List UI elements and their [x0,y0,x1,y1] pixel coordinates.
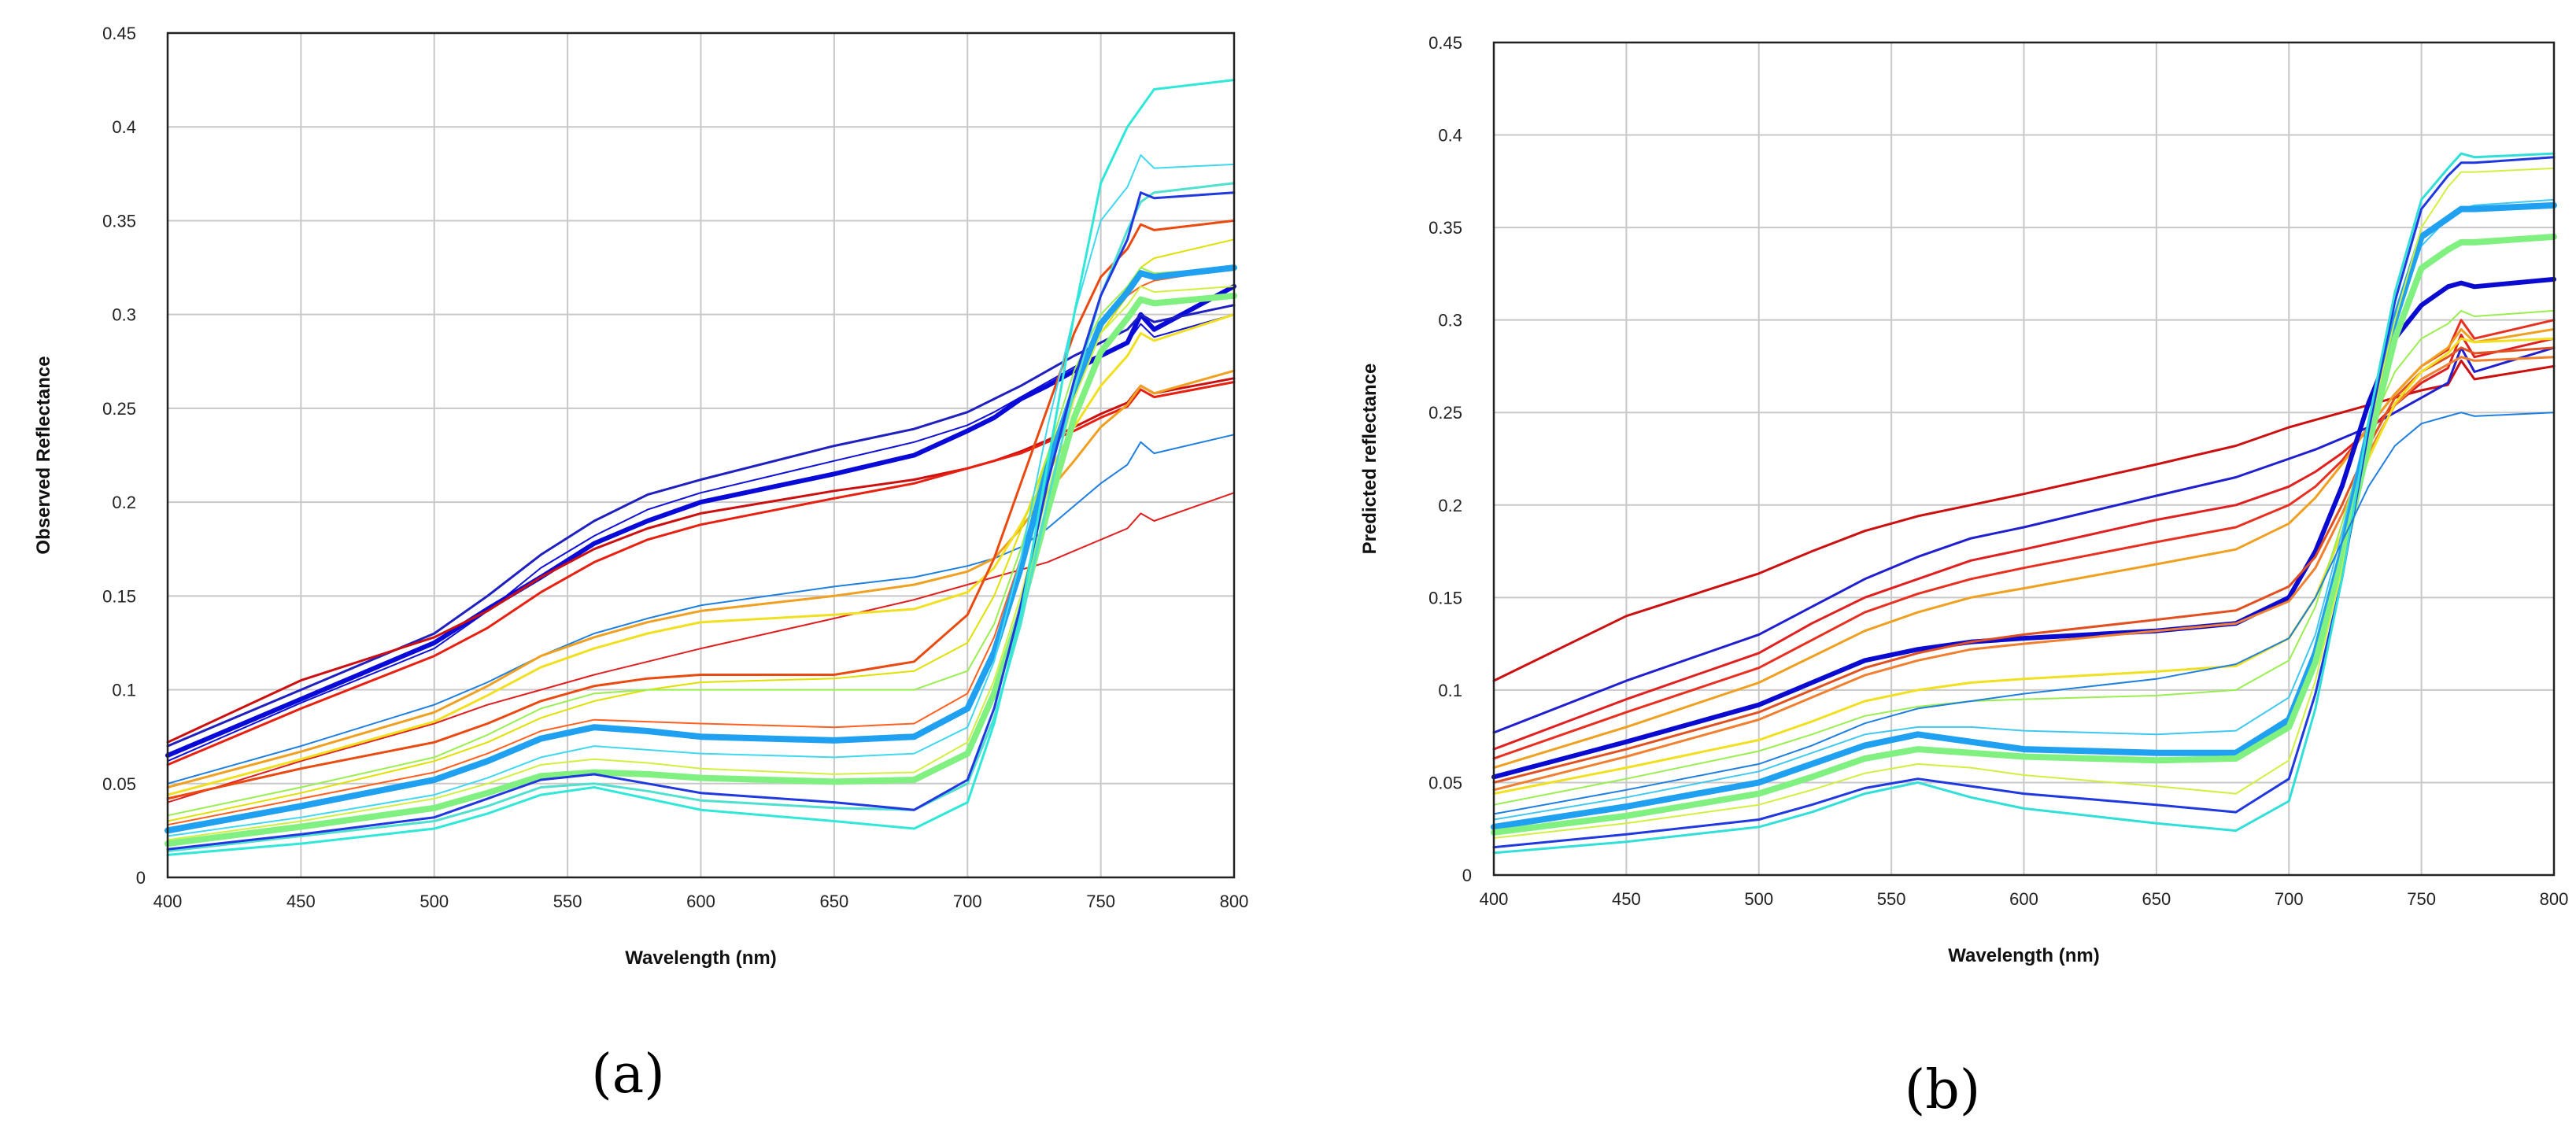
series-line-b9 [1492,337,2556,796]
series-line-b2 [1492,346,2556,734]
y-tick-label: 0.15 [102,586,136,606]
series-line-a18 [166,182,1236,853]
series-line-b8 [1492,356,2556,792]
y-axis-label: Predicted reflectance [1359,364,1380,555]
series-line-a7 [167,434,1235,785]
y-tick-label: 0.1 [1438,681,1462,700]
series-line-b17 [1493,412,2555,815]
y-tick-label: 0.3 [1438,311,1462,331]
y-tick-label: 0.25 [102,399,136,419]
series-line-b5 [1492,327,2556,770]
y-tick-label: 0.25 [1428,403,1462,423]
y-tick-label: 0.4 [1438,126,1462,146]
series-line-b6 [1491,276,2556,780]
series-line-a8 [166,369,1236,788]
series-line-a12 [167,267,1235,817]
x-tick-label: 650 [2142,889,2171,909]
x-tick-label: 650 [820,892,849,911]
chart-predicted-reflectance: 400 450 500 550 600 650 700 750 800 0 0.05 0.1 0.15 0… [1359,33,2568,966]
y-tick-label: 0.1 [112,681,136,700]
x-tick-label: 750 [2407,889,2436,909]
y-tick-label: 0.15 [1428,588,1462,607]
series-line-b13 [1491,233,2557,836]
series-line-b15 [1492,156,2556,849]
x-tick-label: 450 [1612,889,1641,909]
y-tick-label: 0.35 [1428,218,1462,238]
chart-observed-reflectance: 400 450 500 550 600 650 700 750 800 0 0.05 0.1 0.15 0… [33,24,1248,969]
x-axis-label: Wavelength (nm) [625,947,776,969]
x-tick-label: 400 [153,892,183,911]
panel-label-b: (b) [1905,1059,1981,1121]
series-line-a6 [167,492,1235,803]
series-line-b7 [1492,346,2556,784]
x-tick-label: 800 [2540,889,2569,909]
x-tick-label: 450 [286,892,316,911]
series-line-a9 [166,313,1236,796]
series-line-b14 [1493,167,2555,839]
y-tick-label: 0 [1462,866,1472,885]
y-tick-label: 0.2 [1438,496,1462,515]
series-line-b16 [1492,152,2556,855]
series-line-b3 [1492,334,2556,751]
y-tick-label: 0.3 [112,305,136,325]
series-line-b4 [1492,319,2556,760]
y-tick-label: 0.05 [1428,773,1462,792]
series-line-a15 [167,154,1235,837]
series-line-a16 [167,285,1235,841]
series-line-a20 [166,79,1236,856]
series-line-a14 [164,264,1237,834]
x-tick-label: 400 [1480,889,1509,909]
series-line-a11 [166,219,1236,800]
y-tick-label: 0.2 [112,493,136,512]
x-tick-label: 700 [2275,889,2304,909]
y-axis-label: Observed Reflectance [33,356,54,554]
series-line-b12 [1491,201,2557,830]
x-tick-label: 600 [2009,889,2038,909]
y-tick-label: 0.45 [1428,33,1462,53]
panel-label-a: (a) [591,1043,665,1106]
x-axis-label: Wavelength (nm) [1948,945,2099,966]
x-tick-label: 800 [1220,892,1249,911]
series-line-a2 [165,283,1236,758]
y-tick-label: 0.45 [102,24,136,43]
x-tick-label: 600 [686,892,715,911]
plot-frame [1492,41,2556,877]
y-tick-label: 0 [136,868,146,888]
y-tick-label: 0.4 [112,117,136,137]
x-tick-label: 550 [553,892,582,911]
x-tick-label: 750 [1086,892,1115,911]
x-tick-label: 550 [1877,889,1906,909]
series-line-a4 [166,377,1236,744]
y-tick-label: 0.35 [102,211,136,231]
x-tick-label: 700 [953,892,982,911]
series-line-b10 [1493,309,2555,806]
series-line-a3 [166,304,1236,748]
x-tick-label: 500 [419,892,449,911]
plot-frame [166,31,1236,879]
x-tick-label: 500 [1744,889,1773,909]
series-line-a17 [164,292,1237,848]
y-tick-label: 0.05 [102,774,136,794]
series-line-a19 [166,191,1236,851]
